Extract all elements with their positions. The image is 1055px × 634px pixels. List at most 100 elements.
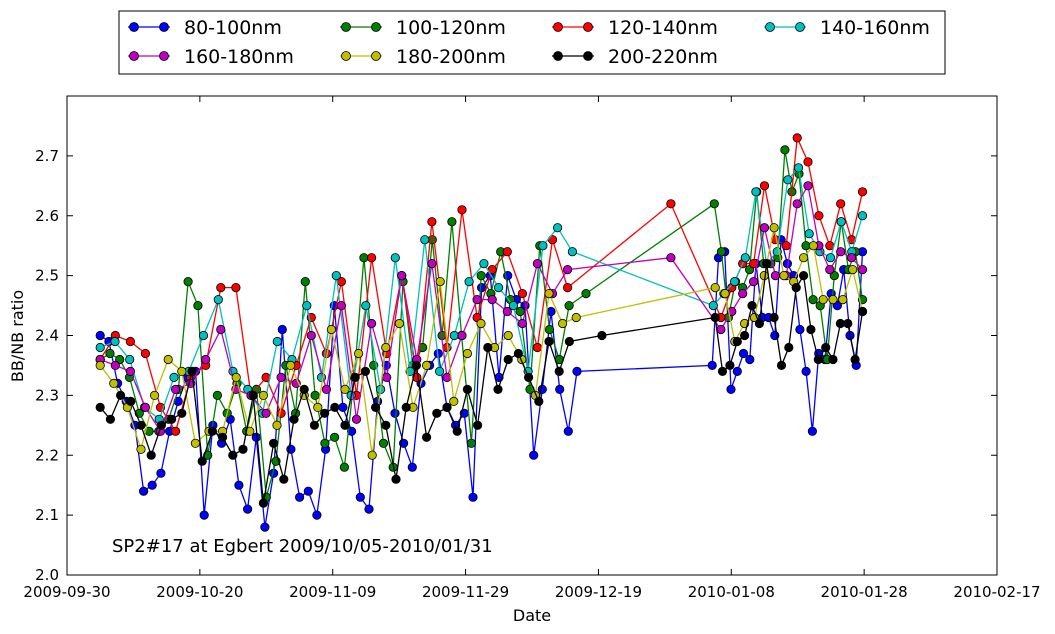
data-point [508,300,519,311]
legend-label: 180-200nm [396,46,506,68]
plot-area [95,133,868,532]
data-point [213,294,223,305]
legend-item-80-100nm: 80-100nm [128,17,282,39]
data-point [534,396,544,406]
legend-marker [583,51,593,61]
data-point [312,510,322,520]
data-point [319,408,330,418]
data-point [340,384,350,394]
data-point [382,372,392,382]
data-point [139,486,149,496]
data-point [350,372,360,382]
data-point [759,181,770,191]
data-point [814,211,824,221]
data-point [351,414,362,424]
data-point [95,330,105,341]
data-point [803,157,813,167]
data-point [493,384,503,394]
data-point [442,372,452,382]
data-point [370,402,381,412]
data-point [427,217,437,227]
data-point [126,396,136,406]
legend-marker [583,22,593,32]
data-point [449,330,459,341]
data-point [759,223,770,233]
data-point [207,426,217,436]
data-point [532,342,543,353]
data-point [479,258,489,269]
data-point [338,402,348,412]
data-point [330,402,340,412]
data-point [427,258,437,269]
data-point [401,402,411,412]
legend-marker [129,22,139,32]
data-point [346,426,357,436]
data-point [302,300,312,311]
data-point [177,366,187,376]
data-point [364,504,374,514]
y-tick-label: 2.2 [35,446,59,464]
data-point [105,414,116,424]
data-point [125,354,135,365]
data-point [147,480,157,490]
data-point [717,366,728,376]
data-point [803,181,813,191]
legend-marker [795,22,805,32]
data-point [218,432,228,442]
data-point [303,486,313,496]
data-point [513,348,524,359]
legend-marker [159,22,169,32]
data-point [136,444,146,454]
data-point [476,282,487,293]
data-point [198,330,209,341]
data-point [808,294,818,305]
data-point [336,300,346,311]
data-point [449,396,459,406]
data-point [555,384,565,394]
data-point [95,342,105,353]
data-point [457,205,467,215]
data-point [361,300,371,311]
data-point [268,438,279,448]
data-point [421,432,432,442]
data-point [476,270,486,281]
data-point [804,229,814,239]
data-point [197,456,207,466]
data-point [193,300,203,311]
data-point [136,420,146,430]
data-point [260,522,270,532]
chart-annotation: SP2#17 at Egbert 2009/10/05-2010/01/31 [112,536,493,557]
y-tick-label: 2.7 [35,147,59,165]
legend-marker [129,51,139,61]
data-point [751,187,761,197]
data-point [836,247,846,257]
data-point [421,360,432,370]
data-point [857,306,868,317]
data-point [828,354,838,365]
data-point [564,336,575,347]
data-point [544,324,555,335]
data-point [544,336,554,347]
data-point [442,402,452,412]
data-point [234,480,244,490]
data-point [792,133,802,143]
data-point [708,300,718,311]
data-point [156,420,166,430]
data-point [487,294,497,305]
data-point [190,438,200,448]
y-tick-label: 2.3 [35,386,59,404]
data-point [366,253,377,263]
data-point [738,288,748,299]
data-point [285,360,296,370]
data-point [326,324,336,335]
data-point [720,288,730,299]
legend-label: 80-100nm [184,17,282,39]
data-point [245,426,255,436]
data-point [472,420,483,430]
data-point [105,348,115,359]
data-point [420,235,430,245]
x-tick-label: 2010-01-28 [821,583,908,601]
data-point [850,354,860,365]
y-tick-label: 2.4 [35,327,59,345]
